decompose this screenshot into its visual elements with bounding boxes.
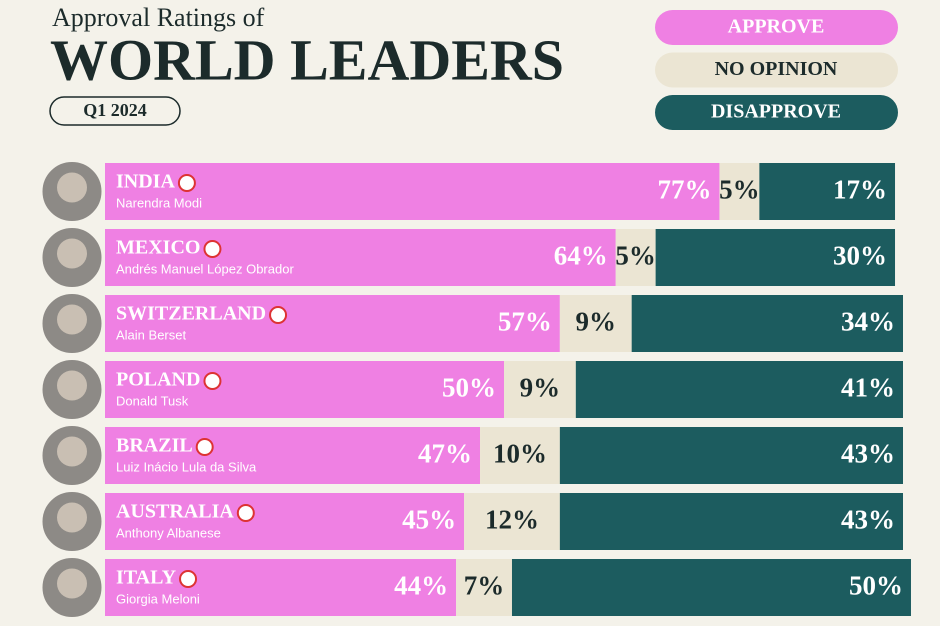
portrait-face [57, 370, 87, 401]
country-label: SWITZERLAND [116, 303, 266, 325]
bar-segment [105, 427, 481, 484]
country-label: INDIA [116, 171, 175, 193]
flag-icon [177, 174, 196, 192]
leader-label: Giorgia Meloni [116, 591, 200, 606]
value-label: 17% [833, 175, 887, 205]
bar-segment [504, 361, 576, 418]
bar-segment [655, 229, 896, 286]
bar-segment [719, 163, 760, 220]
flag-icon [179, 570, 198, 588]
value-label: 57% [498, 307, 552, 337]
value-label: 7% [464, 571, 505, 601]
value-label: 10% [493, 439, 547, 469]
value-label: 43% [841, 505, 895, 535]
country-label: MEXICO [116, 237, 200, 259]
legend-swatch [655, 95, 898, 130]
value-label: 50% [442, 373, 496, 403]
legend-swatch [655, 52, 898, 88]
chart-title: WORLD LEADERS [50, 27, 564, 92]
value-label: 41% [841, 373, 895, 403]
value-label: 77% [657, 175, 711, 205]
value-label: 64% [554, 241, 608, 271]
portrait-face [57, 238, 87, 269]
portrait-face [57, 172, 87, 203]
subtitle-pill [49, 96, 181, 126]
value-label: 47% [418, 439, 472, 469]
leader-label: Luiz Inácio Lula da Silva [116, 459, 257, 474]
legend-label: NO OPINION [715, 58, 838, 80]
bar-segment [511, 559, 911, 616]
leader-label: Alain Berset [116, 327, 186, 342]
portrait-face [57, 304, 87, 335]
flag-icon [269, 306, 288, 324]
bar-segment [105, 163, 720, 220]
value-label: 9% [576, 307, 617, 337]
bar-segment [105, 493, 465, 550]
portrait-face [57, 502, 87, 533]
legend-swatch [655, 10, 898, 45]
value-label: 43% [841, 439, 895, 469]
country-label: ITALY [116, 567, 177, 589]
bar-segment [559, 427, 903, 484]
bar-segment [105, 559, 457, 616]
bar-segment [105, 295, 560, 352]
bar-segment [559, 295, 632, 352]
subtitle: Q1 2024 [83, 100, 147, 120]
flag-icon [203, 240, 222, 258]
value-label: 5% [719, 175, 760, 205]
country-label: AUSTRALIA [116, 501, 234, 523]
flag-icon [195, 438, 214, 456]
leader-label: Andrés Manuel López Obrador [116, 261, 294, 276]
flag-icon [203, 372, 222, 390]
value-label: 44% [394, 571, 448, 601]
bar-segment [631, 295, 903, 352]
value-label: 30% [833, 241, 887, 271]
legend-label: DISAPPROVE [711, 101, 841, 123]
value-label: 9% [520, 373, 561, 403]
bar-segment [575, 361, 903, 418]
leader-label: Donald Tusk [116, 393, 189, 408]
value-label: 50% [849, 571, 903, 601]
portrait-face [57, 436, 87, 467]
bar-segment [615, 229, 656, 286]
flag-icon [236, 504, 255, 522]
bar-segment [456, 559, 512, 616]
leader-label: Anthony Albanese [116, 525, 221, 540]
value-label: 34% [841, 307, 895, 337]
legend-label: APPROVE [728, 16, 825, 38]
bar-segment [559, 493, 903, 550]
bar-segment [105, 229, 616, 286]
bar-segment [480, 427, 560, 484]
value-label: 12% [485, 505, 539, 535]
bar-segment [759, 163, 896, 220]
supertitle: Approval Ratings of [52, 3, 265, 32]
country-label: POLAND [116, 369, 200, 391]
leader-label: Narendra Modi [116, 195, 202, 210]
country-label: BRAZIL [116, 435, 193, 457]
bar-segment [464, 493, 560, 550]
value-label: 5% [615, 241, 656, 271]
value-label: 45% [402, 505, 456, 535]
bar-segment [105, 361, 504, 418]
portrait-face [57, 568, 87, 599]
